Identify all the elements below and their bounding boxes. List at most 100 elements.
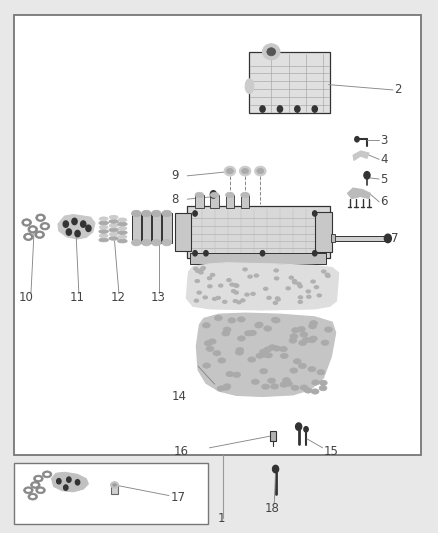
Ellipse shape bbox=[312, 380, 319, 385]
Ellipse shape bbox=[275, 296, 280, 301]
Circle shape bbox=[355, 136, 359, 142]
Ellipse shape bbox=[314, 285, 319, 289]
Circle shape bbox=[260, 106, 265, 112]
Ellipse shape bbox=[28, 225, 38, 233]
Ellipse shape bbox=[226, 372, 234, 377]
Ellipse shape bbox=[305, 289, 311, 294]
Ellipse shape bbox=[109, 228, 118, 232]
Circle shape bbox=[72, 218, 77, 224]
Ellipse shape bbox=[36, 477, 41, 480]
Ellipse shape bbox=[254, 273, 259, 278]
Ellipse shape bbox=[30, 228, 35, 231]
Ellipse shape bbox=[268, 345, 276, 350]
Ellipse shape bbox=[109, 237, 118, 240]
Ellipse shape bbox=[210, 273, 215, 277]
Ellipse shape bbox=[226, 168, 233, 174]
Ellipse shape bbox=[99, 217, 108, 221]
Ellipse shape bbox=[242, 168, 249, 174]
Ellipse shape bbox=[24, 221, 29, 224]
Ellipse shape bbox=[38, 489, 43, 492]
Ellipse shape bbox=[193, 266, 198, 271]
Bar bbox=[332, 236, 389, 240]
Ellipse shape bbox=[280, 353, 288, 359]
Ellipse shape bbox=[118, 227, 127, 230]
Ellipse shape bbox=[34, 475, 43, 482]
Ellipse shape bbox=[268, 378, 276, 383]
Ellipse shape bbox=[236, 348, 244, 353]
Ellipse shape bbox=[248, 357, 256, 362]
Ellipse shape bbox=[218, 358, 226, 363]
Circle shape bbox=[304, 426, 308, 432]
Ellipse shape bbox=[162, 239, 172, 246]
Ellipse shape bbox=[131, 239, 141, 246]
Polygon shape bbox=[353, 151, 369, 160]
Ellipse shape bbox=[99, 234, 108, 238]
Ellipse shape bbox=[99, 225, 108, 229]
Ellipse shape bbox=[204, 341, 212, 346]
Ellipse shape bbox=[117, 222, 127, 226]
Ellipse shape bbox=[24, 487, 33, 494]
Text: 13: 13 bbox=[151, 291, 166, 304]
Ellipse shape bbox=[261, 352, 269, 357]
Circle shape bbox=[86, 225, 91, 231]
Ellipse shape bbox=[304, 388, 312, 393]
Ellipse shape bbox=[263, 287, 268, 291]
Ellipse shape bbox=[256, 353, 264, 358]
Ellipse shape bbox=[292, 328, 300, 333]
Text: 7: 7 bbox=[391, 232, 399, 245]
Ellipse shape bbox=[212, 297, 217, 301]
FancyBboxPatch shape bbox=[315, 212, 332, 252]
Ellipse shape bbox=[109, 220, 118, 223]
Polygon shape bbox=[186, 263, 339, 310]
Ellipse shape bbox=[325, 272, 330, 277]
Ellipse shape bbox=[260, 349, 268, 354]
Ellipse shape bbox=[22, 219, 32, 226]
Ellipse shape bbox=[289, 338, 297, 343]
Ellipse shape bbox=[224, 166, 236, 176]
FancyBboxPatch shape bbox=[141, 214, 151, 243]
Ellipse shape bbox=[298, 364, 306, 368]
Ellipse shape bbox=[310, 279, 316, 284]
Ellipse shape bbox=[222, 331, 230, 336]
Ellipse shape bbox=[42, 471, 52, 478]
Ellipse shape bbox=[299, 340, 307, 345]
Circle shape bbox=[57, 479, 61, 484]
Ellipse shape bbox=[264, 326, 272, 331]
Ellipse shape bbox=[272, 301, 278, 305]
Ellipse shape bbox=[30, 495, 35, 498]
Ellipse shape bbox=[194, 298, 199, 303]
Ellipse shape bbox=[37, 233, 42, 237]
Circle shape bbox=[63, 221, 68, 227]
Ellipse shape bbox=[244, 330, 252, 336]
Ellipse shape bbox=[237, 336, 245, 341]
Ellipse shape bbox=[234, 284, 240, 288]
Text: 3: 3 bbox=[381, 134, 388, 147]
Ellipse shape bbox=[290, 334, 298, 339]
Ellipse shape bbox=[245, 79, 254, 94]
Ellipse shape bbox=[233, 372, 240, 377]
Ellipse shape bbox=[297, 300, 303, 304]
Ellipse shape bbox=[110, 224, 118, 228]
Circle shape bbox=[313, 211, 317, 216]
Ellipse shape bbox=[257, 168, 264, 174]
Ellipse shape bbox=[308, 337, 316, 343]
Ellipse shape bbox=[292, 279, 297, 283]
Ellipse shape bbox=[226, 278, 232, 282]
Ellipse shape bbox=[325, 274, 331, 278]
Bar bbox=[14, 463, 208, 523]
Ellipse shape bbox=[296, 282, 302, 286]
Ellipse shape bbox=[297, 327, 305, 332]
Ellipse shape bbox=[111, 482, 118, 488]
Ellipse shape bbox=[198, 270, 204, 274]
Ellipse shape bbox=[266, 296, 272, 300]
Ellipse shape bbox=[310, 336, 318, 341]
Ellipse shape bbox=[317, 293, 322, 297]
Ellipse shape bbox=[222, 385, 230, 390]
Ellipse shape bbox=[228, 318, 236, 323]
Ellipse shape bbox=[33, 483, 38, 487]
Polygon shape bbox=[347, 188, 371, 199]
Ellipse shape bbox=[236, 350, 244, 355]
Ellipse shape bbox=[218, 284, 223, 288]
Ellipse shape bbox=[207, 276, 212, 280]
Ellipse shape bbox=[226, 192, 234, 198]
